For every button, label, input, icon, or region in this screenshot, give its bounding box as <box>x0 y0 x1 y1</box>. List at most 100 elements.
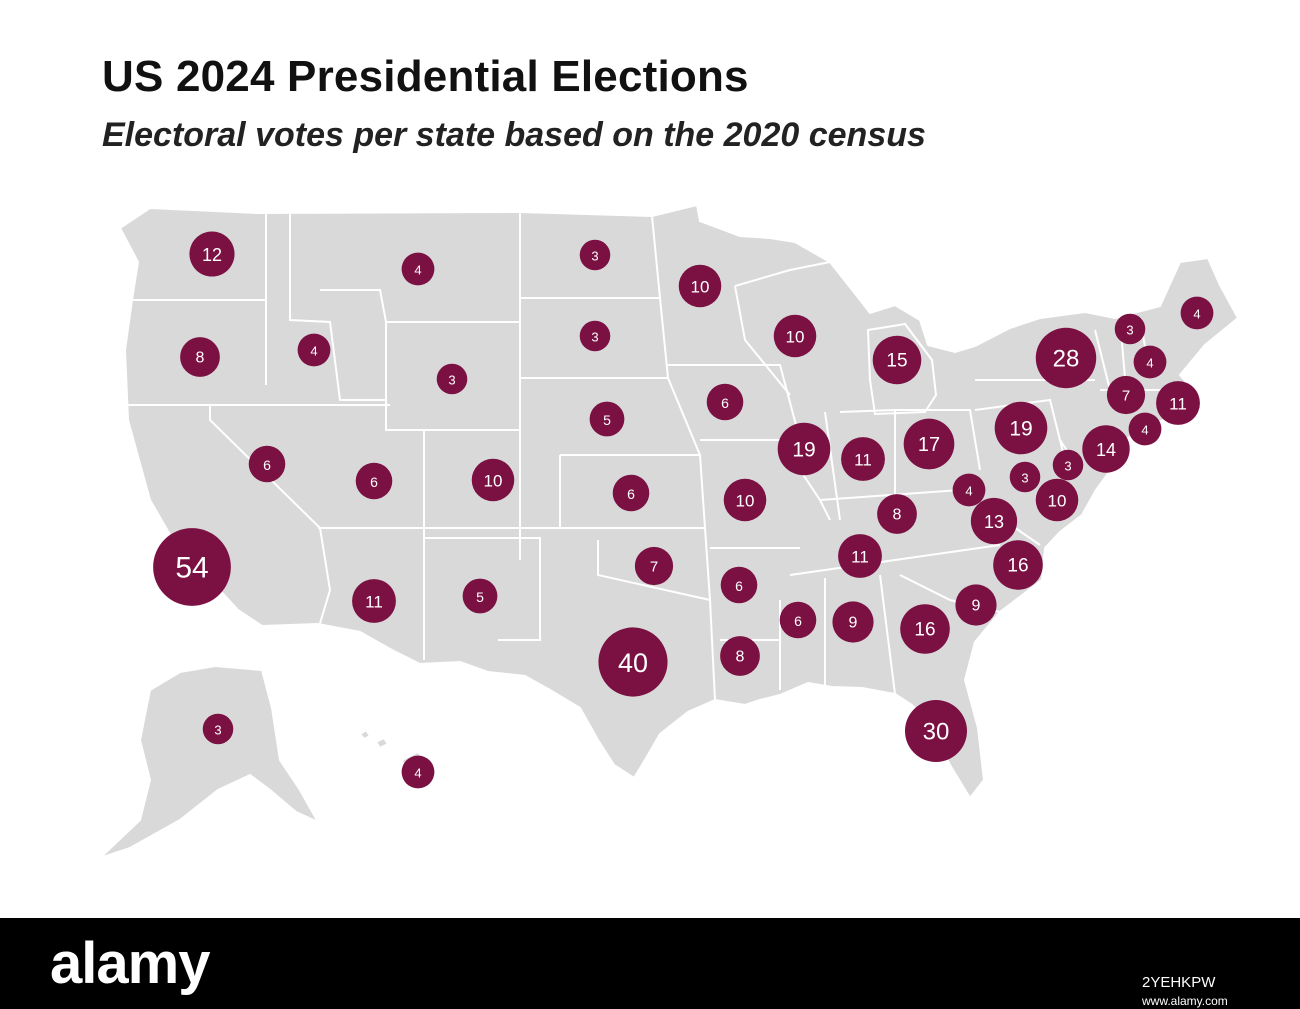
bubble-north-carolina <box>993 540 1043 590</box>
bubble-label-south-dakota: 3 <box>591 330 598 345</box>
bubble-label-new-jersey: 14 <box>1096 440 1116 460</box>
bubble-label-california: 54 <box>175 552 208 585</box>
bubble-label-hawaii: 4 <box>414 766 421 781</box>
bubble-wisconsin <box>773 314 817 358</box>
bubble-texas <box>598 627 668 697</box>
bubble-label-illinois: 19 <box>792 439 815 462</box>
bubble-nebraska <box>589 401 625 437</box>
bubble-label-maryland: 10 <box>1048 492 1067 511</box>
bubble-maryland <box>1035 478 1079 522</box>
bubble-label-michigan: 15 <box>886 351 907 372</box>
bubble-label-connecticut: 7 <box>1122 388 1130 405</box>
bubble-label-rhode-island: 4 <box>1141 423 1148 438</box>
bubble-label-nebraska: 5 <box>603 412 611 428</box>
bubble-kentucky <box>877 494 917 534</box>
bubble-label-south-carolina: 9 <box>972 598 981 615</box>
bubble-oregon <box>180 337 220 377</box>
contiguous-us-shape <box>118 203 1240 800</box>
bubble-label-kentucky: 8 <box>893 507 902 524</box>
bubble-alabama <box>832 601 874 643</box>
bubble-label-minnesota: 10 <box>691 278 710 297</box>
bubble-wyoming <box>436 363 468 395</box>
bubble-massachusetts <box>1156 381 1200 425</box>
bubble-illinois <box>777 422 831 476</box>
bubble-nevada <box>248 445 286 483</box>
bubble-delaware <box>1052 449 1084 481</box>
watermark-logo: alamy <box>50 931 210 996</box>
bubble-georgia <box>900 604 950 654</box>
bubble-iowa <box>706 383 744 421</box>
bubble-missouri <box>723 478 767 522</box>
bubble-label-indiana: 11 <box>854 451 872 470</box>
footer-url: www.alamy.com <box>1142 994 1228 1008</box>
hawaii-island-3 <box>358 728 372 741</box>
bubble-alaska <box>202 713 234 745</box>
bubble-label-texas: 40 <box>618 648 648 678</box>
bubble-new-hampshire <box>1133 345 1167 379</box>
bubble-label-vermont: 3 <box>1126 323 1133 338</box>
bubble-district-of-columbia <box>1009 461 1041 493</box>
bubble-label-north-dakota: 3 <box>591 249 598 264</box>
bubble-arizona <box>352 579 396 623</box>
bubble-virginia <box>970 497 1018 545</box>
bubble-label-west-virginia: 4 <box>965 484 972 499</box>
bubble-vermont <box>1114 313 1146 345</box>
bubble-label-idaho: 4 <box>310 344 317 359</box>
bubble-california <box>153 528 231 606</box>
bubble-label-district-of-columbia: 3 <box>1021 471 1028 486</box>
bubble-minnesota <box>678 264 722 308</box>
hawaii-island-2 <box>374 736 390 750</box>
bubble-label-new-york: 28 <box>1053 346 1080 373</box>
bubble-label-north-carolina: 16 <box>1007 556 1028 577</box>
bubble-label-maine: 4 <box>1193 307 1200 322</box>
bubble-label-mississippi: 6 <box>794 613 802 629</box>
bubble-idaho <box>297 333 331 367</box>
electoral-vote-bubbles: 5440302819191716161514131211111111101010… <box>153 231 1214 789</box>
bubble-michigan <box>872 335 922 385</box>
bubble-maine <box>1180 296 1214 330</box>
map-title: US 2024 Presidential Elections <box>102 52 749 101</box>
bubble-label-delaware: 3 <box>1064 459 1071 474</box>
bubble-indiana <box>841 437 885 481</box>
bubble-label-nevada: 6 <box>263 457 271 473</box>
bubble-label-colorado: 10 <box>484 472 503 491</box>
us-map: 5440302819191716161514131211111111101010… <box>99 203 1240 859</box>
bubble-south-dakota <box>579 320 611 352</box>
bubble-label-missouri: 10 <box>736 492 755 511</box>
bubble-utah <box>355 462 393 500</box>
bubble-label-georgia: 16 <box>914 620 935 641</box>
bubble-label-montana: 4 <box>414 263 421 278</box>
bubble-label-utah: 6 <box>370 474 378 490</box>
bubble-ohio <box>903 418 955 470</box>
bubble-label-washington: 12 <box>202 245 222 265</box>
bubble-washington <box>189 231 235 277</box>
bubble-label-arizona: 11 <box>365 593 383 612</box>
bubble-label-iowa: 6 <box>721 395 729 411</box>
bubble-label-tennessee: 11 <box>851 548 869 567</box>
bubble-florida <box>904 699 968 763</box>
image-id: 2YEHKPW <box>1142 974 1216 991</box>
bubble-label-wyoming: 3 <box>448 373 455 388</box>
bubble-pennsylvania <box>994 401 1048 455</box>
bubble-label-alaska: 3 <box>214 723 221 738</box>
bubble-new-york <box>1035 327 1097 389</box>
bubble-label-oklahoma: 7 <box>650 559 658 576</box>
bubble-label-florida: 30 <box>923 719 950 746</box>
bubble-tennessee <box>838 534 882 578</box>
bubble-label-massachusetts: 11 <box>1169 395 1187 414</box>
bubble-label-pennsylvania: 19 <box>1009 418 1032 441</box>
alaska-shape <box>99 664 321 859</box>
bubble-label-wisconsin: 10 <box>786 328 805 347</box>
bubble-montana <box>401 252 435 286</box>
bubble-mississippi <box>779 601 817 639</box>
bubble-arkansas <box>720 566 758 604</box>
bubble-label-louisiana: 8 <box>736 649 745 666</box>
bubble-new-mexico <box>462 578 498 614</box>
bubble-label-kansas: 6 <box>627 486 635 502</box>
bubble-south-carolina <box>955 584 997 626</box>
land-shapes <box>99 203 1240 859</box>
bubble-label-oregon: 8 <box>196 350 205 367</box>
bubble-colorado <box>471 458 515 502</box>
bubble-label-new-hampshire: 4 <box>1146 356 1153 371</box>
bubble-new-jersey <box>1082 425 1130 473</box>
